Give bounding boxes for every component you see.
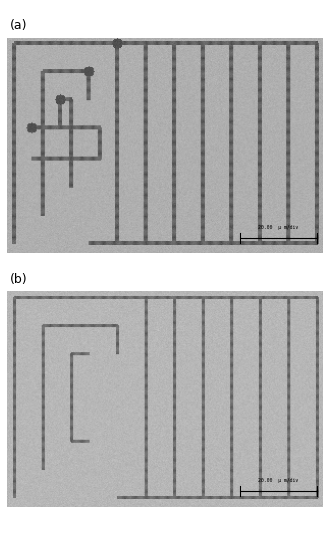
Text: (a): (a) (10, 19, 27, 32)
Text: (b): (b) (10, 273, 27, 286)
